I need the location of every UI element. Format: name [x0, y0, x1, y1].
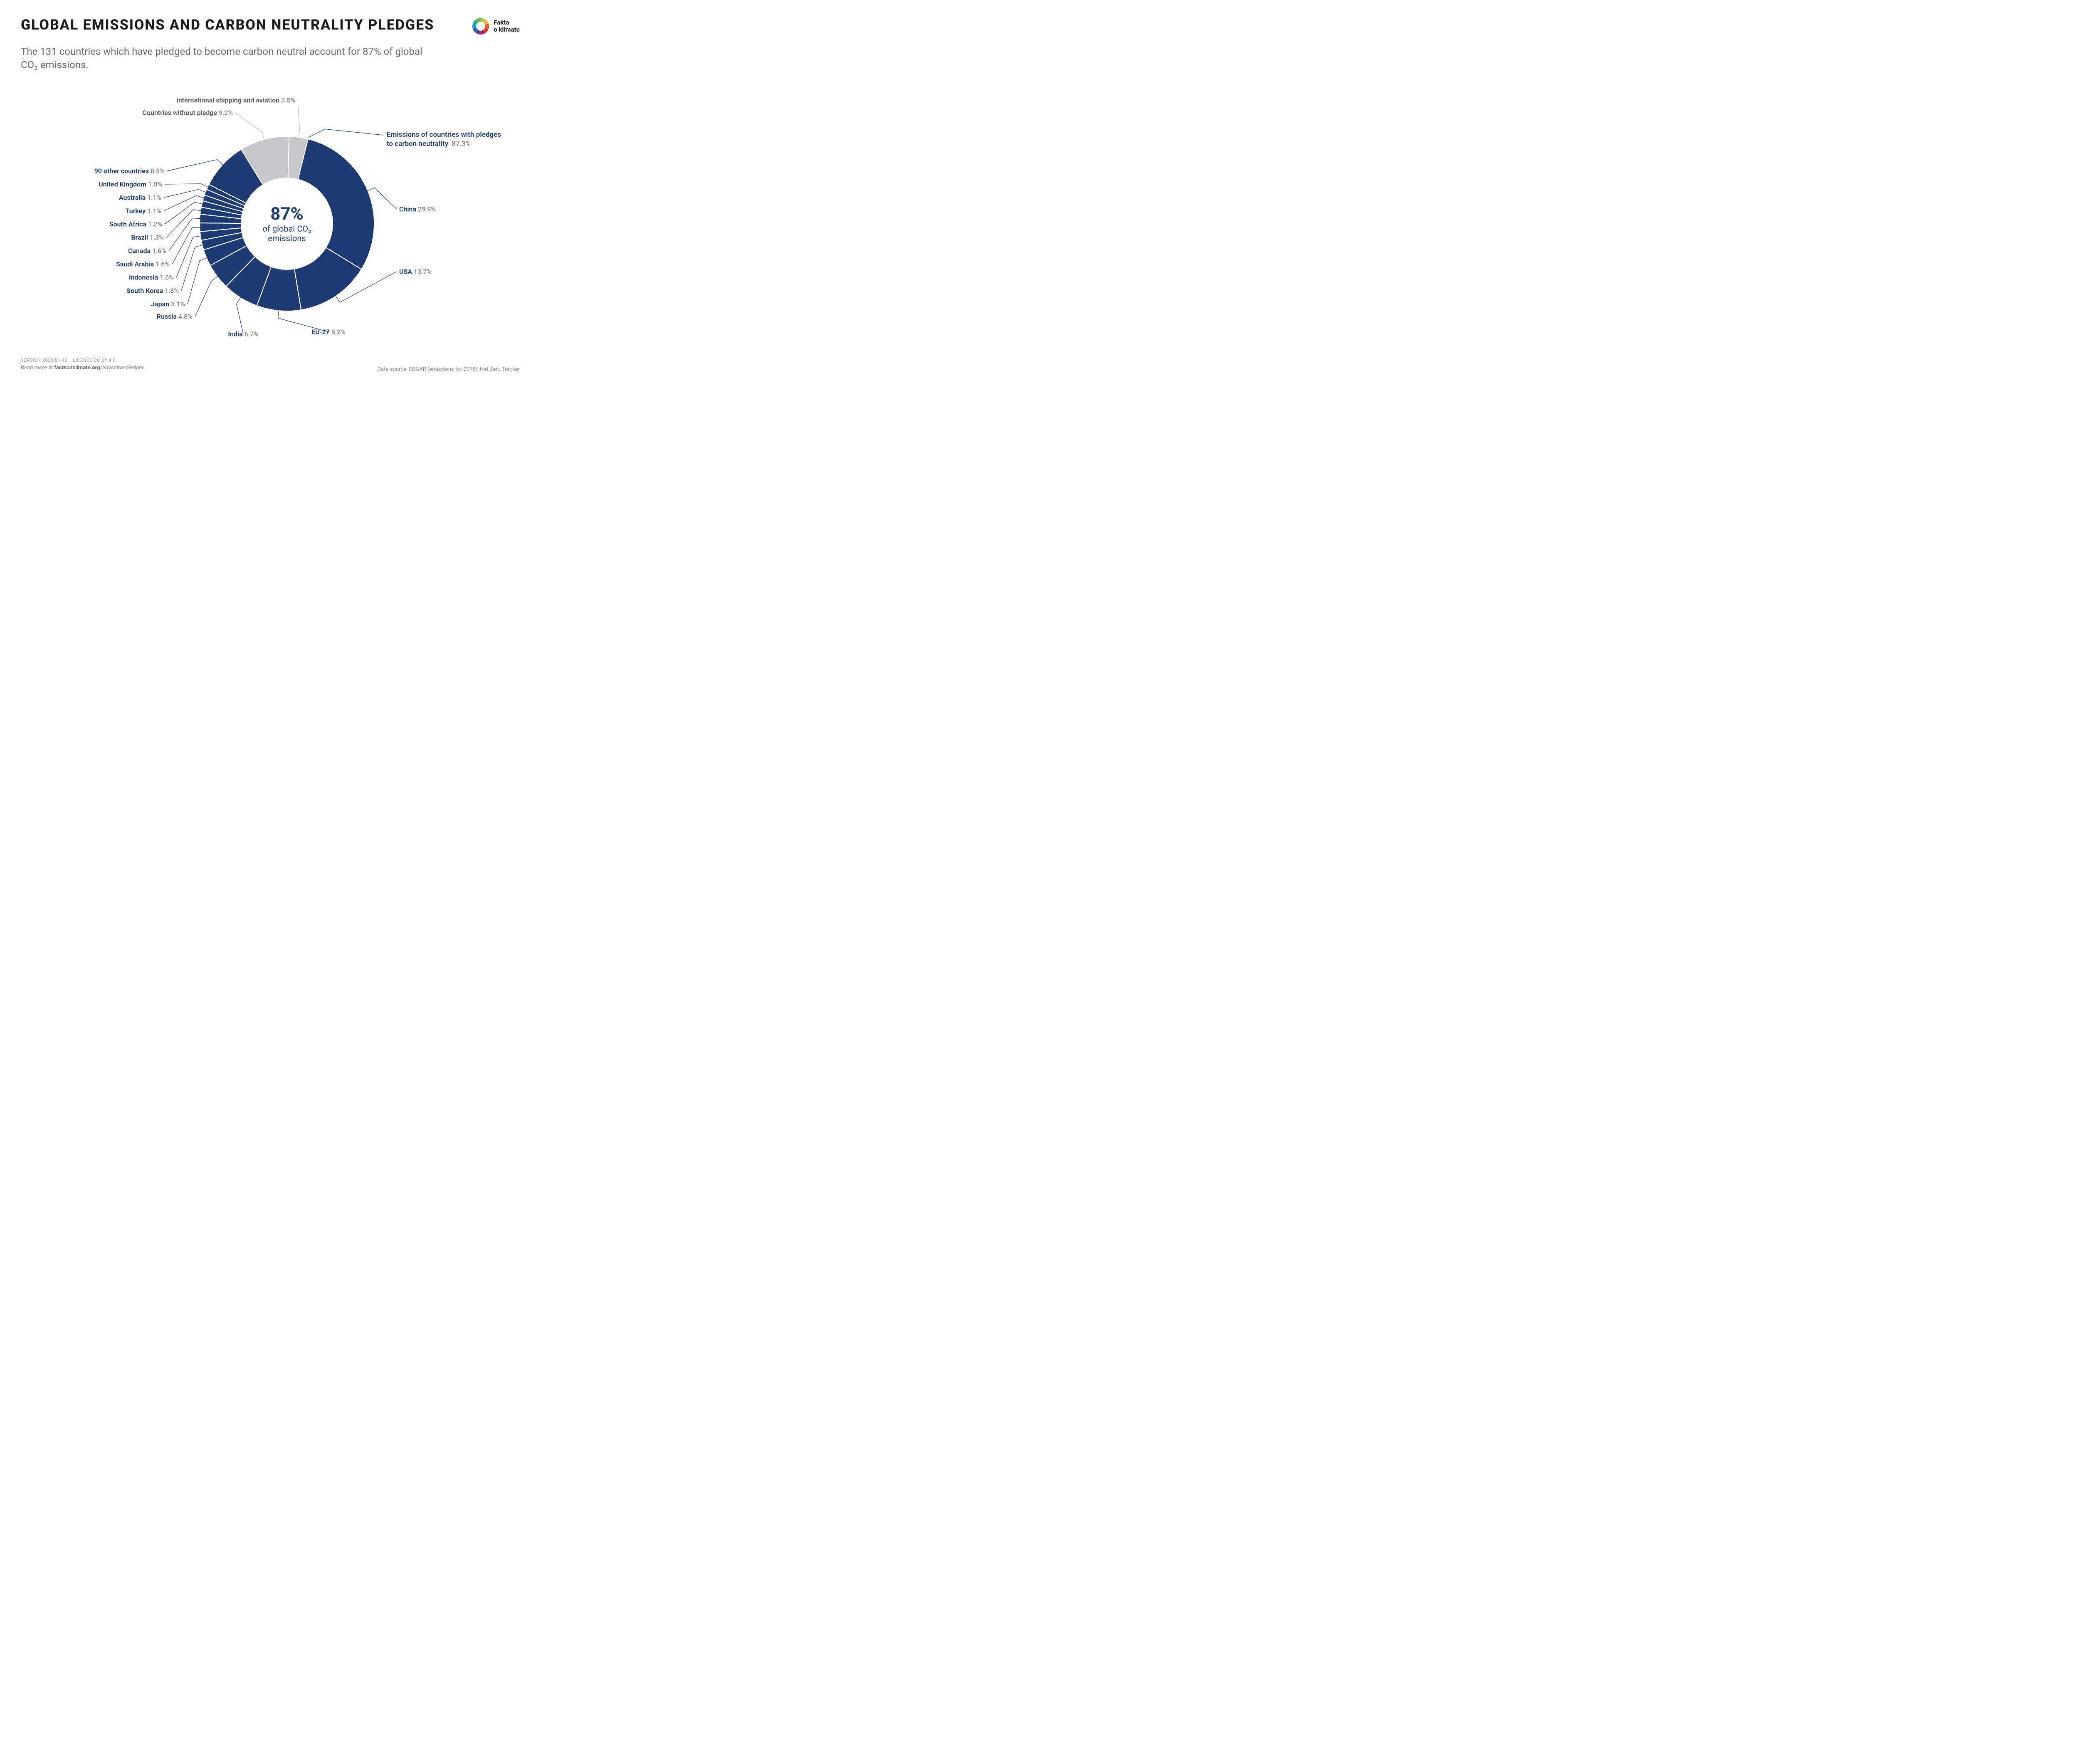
center-sub2: emissions	[263, 234, 311, 243]
leader-line	[164, 189, 206, 197]
footer-version: VERSION 2023-01-12	[21, 358, 67, 363]
subtitle: The 131 countries which have pledged to …	[21, 45, 457, 72]
pledge-header-pct: 87.3%	[452, 140, 471, 148]
segment-pct: 9.2%	[219, 109, 233, 116]
segment-pct: 8.2%	[331, 328, 346, 336]
leader-line	[309, 129, 383, 137]
segment-label: India6.7%	[228, 330, 258, 338]
segment-label: United Kingdom1.0%	[99, 180, 162, 188]
segment-name: South Africa	[109, 220, 146, 228]
segment-label: EU-278.2%	[311, 328, 346, 336]
segment-label: South Korea1.8%	[126, 287, 179, 294]
segment-label: Australia1.1%	[119, 193, 161, 201]
segment-label: USA13.7%	[399, 267, 432, 275]
pledge-header-label: Emissions of countries with pledgesto ca…	[387, 130, 501, 148]
leader-line	[181, 245, 203, 291]
segment-pct: 1.0%	[148, 180, 162, 188]
segment-label: Brazil1.3%	[131, 233, 164, 241]
pledge-header-name: Emissions of countries with pledgesto ca…	[387, 131, 501, 148]
center-percentage: 87%	[263, 204, 311, 224]
segment-name: China	[399, 205, 416, 213]
segment-name: Canada	[128, 247, 151, 254]
segment-pct: 3.5%	[281, 96, 295, 104]
donut-chart: 87% of global CO₂ emissions China29.9% US…	[21, 76, 520, 342]
segment-pct: 1.6%	[152, 247, 166, 254]
center-sub1: of global CO₂	[263, 224, 311, 234]
leader-line	[166, 210, 201, 237]
leader-line	[169, 218, 200, 251]
segment-name: International shipping and aviation	[176, 96, 279, 104]
segment-label: 90 other countries8.8%	[94, 167, 165, 175]
footer-link: Read more at factsonclimate.org/emission…	[21, 364, 145, 373]
segment-name: United Kingdom	[99, 180, 146, 188]
segment-name: Turkey	[125, 207, 146, 215]
segment-pct: 8.8%	[151, 167, 165, 175]
page-title: GLOBAL EMISSIONS AND CARBON NEUTRALITY P…	[21, 17, 434, 33]
segment-label: Saudi Arabia1.6%	[116, 260, 170, 268]
segment-name: India	[228, 330, 242, 338]
segment-pct: 13.7%	[414, 267, 432, 275]
segment-name: Japan	[151, 300, 169, 308]
leader-line	[165, 202, 202, 224]
logo: Fakta o klimatu	[471, 17, 520, 36]
segment-label: Canada1.6%	[128, 247, 166, 254]
segment-pct: 1.6%	[156, 260, 170, 268]
segment-label: Japan3.1%	[151, 300, 185, 308]
segment-pct: 4.8%	[178, 312, 193, 320]
segment-label: Countries without pledge9.2%	[143, 109, 233, 116]
leader-line	[188, 257, 207, 304]
segment-pct: 6.7%	[244, 330, 259, 338]
segment-label: Russia4.8%	[157, 312, 193, 320]
segment-name: Brazil	[131, 233, 148, 241]
center-label: 87% of global CO₂ emissions	[263, 204, 311, 243]
segment-name: EU-27	[311, 328, 330, 336]
leader-line	[235, 113, 264, 140]
segment-label: South Africa1.2%	[109, 220, 162, 228]
segment-label: China29.9%	[399, 205, 436, 213]
leader-line	[167, 160, 223, 171]
segment-name: South Korea	[126, 287, 163, 294]
segment-name: Russia	[157, 312, 177, 320]
logo-line1: Fakta	[494, 19, 520, 26]
footer-licence: LICENCE CC BY 4.0	[73, 358, 116, 363]
leader-line	[172, 227, 200, 264]
segment-name: 90 other countries	[94, 167, 149, 175]
leader-line	[237, 297, 243, 334]
segment-label: International shipping and aviation3.5%	[176, 96, 295, 104]
segment-pct: 1.2%	[148, 220, 162, 228]
segment-pct: 1.6%	[160, 273, 174, 281]
segment-pct: 1.1%	[147, 207, 161, 215]
logo-ring-icon	[471, 17, 490, 36]
segment-label: Indonesia1.6%	[129, 273, 174, 281]
leader-line	[195, 276, 218, 316]
segment-name: USA	[399, 267, 412, 275]
segment-name: Indonesia	[129, 273, 158, 281]
logo-line2: o klimatu	[494, 26, 520, 33]
segment-name: Saudi Arabia	[116, 260, 154, 268]
leader-line	[298, 100, 300, 138]
segment-name: Countries without pledge	[143, 109, 217, 116]
segment-pct: 1.3%	[150, 233, 164, 241]
footer-source: Data source: EDGAR (emissions for 2018),…	[378, 366, 520, 373]
segment-pct: 29.9%	[418, 205, 436, 213]
segment-label: Turkey1.1%	[125, 207, 161, 215]
leader-line	[165, 184, 208, 187]
segment-pct: 1.1%	[147, 193, 161, 201]
segment-name: Australia	[119, 193, 146, 201]
segment-pct: 3.1%	[171, 300, 185, 308]
segment-pct: 1.8%	[165, 287, 179, 294]
leader-line	[176, 236, 201, 277]
footer: VERSION 2023-01-12 LICENCE CC BY 4.0 Rea…	[21, 357, 520, 373]
